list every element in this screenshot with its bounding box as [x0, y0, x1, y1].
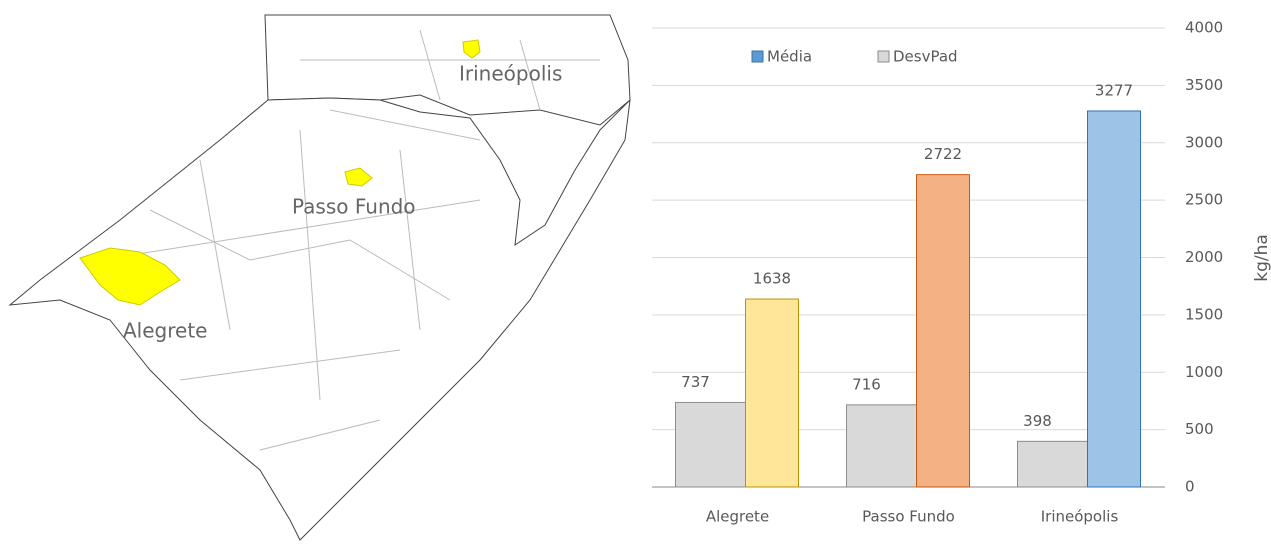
y-tick-label: 500	[1185, 420, 1214, 438]
municipal-lines	[99, 29, 600, 451]
y-tick-label: 2500	[1185, 191, 1223, 209]
value-label: 398	[1023, 412, 1052, 430]
bar	[745, 298, 799, 488]
bar	[1017, 440, 1088, 488]
y-tick-label: 4000	[1185, 19, 1223, 37]
rs-outline	[8, 97, 631, 541]
y-tick-label: 3000	[1185, 133, 1223, 151]
y-tick-label: 2000	[1185, 248, 1223, 266]
map-label: Passo Fundo	[292, 195, 416, 219]
map-label: Alegrete	[123, 319, 207, 343]
alegrete-area	[79, 247, 181, 306]
bar	[1087, 110, 1141, 488]
x-tick-label: Passo Fundo	[862, 508, 955, 526]
value-label: 3277	[1095, 81, 1133, 99]
legend-label: DesvPad	[893, 48, 958, 66]
x-tick-label: Alegrete	[706, 508, 769, 526]
map-label: Irineópolis	[459, 62, 562, 86]
y-tick-label: 1500	[1185, 305, 1223, 323]
bar	[916, 174, 970, 488]
bar	[846, 404, 917, 488]
y-tick-label: 1000	[1185, 363, 1223, 381]
passo-fundo-area	[344, 167, 373, 187]
y-tick-label: 3500	[1185, 76, 1223, 94]
y-axis-label: kg/ha	[1252, 234, 1271, 282]
value-label: 737	[681, 373, 710, 391]
bar	[675, 401, 746, 488]
value-label: 1638	[753, 270, 791, 288]
map	[8, 14, 631, 541]
value-label: 716	[852, 375, 881, 393]
irineopolis-area	[462, 39, 481, 59]
y-tick-label: 0	[1185, 478, 1195, 496]
legend-swatch	[751, 50, 764, 63]
legend-label: Média	[767, 48, 812, 66]
x-tick-label: Irineópolis	[1041, 508, 1119, 526]
value-label: 2722	[924, 145, 962, 163]
legend-swatch	[877, 50, 890, 63]
